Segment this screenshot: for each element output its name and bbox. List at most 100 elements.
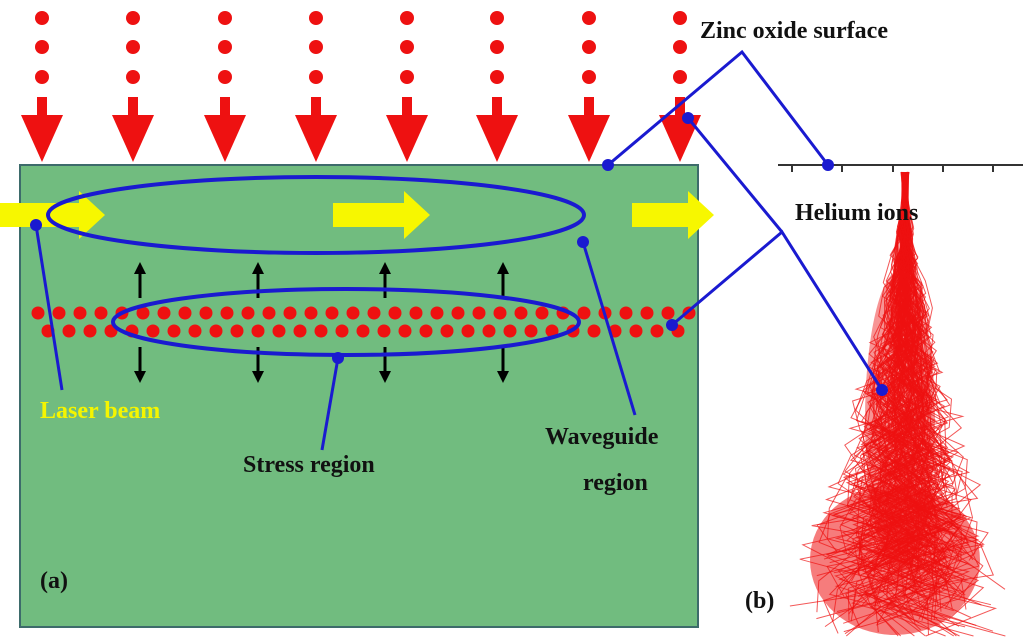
ion-dot [399,325,412,338]
ion-dot [35,70,49,84]
ion-dot [218,70,232,84]
arrow-shaft [584,97,594,115]
ion-plume [790,172,1006,636]
ion-dot [309,70,323,84]
ion-dot [452,307,465,320]
ion-dot [179,307,192,320]
ion-dot [536,307,549,320]
ion-dot [473,307,486,320]
helium-label: Helium ions [795,200,918,226]
ion-dot [357,325,370,338]
ion-dot [525,325,538,338]
ion-dot [305,307,318,320]
ion-dot [582,70,596,84]
ion-dot [35,11,49,25]
ion-dot [483,325,496,338]
panel-label: (b) [745,588,774,614]
ion-dot [641,307,654,320]
ion-dot [32,307,45,320]
ion-dot [158,307,171,320]
stress-label: Stress region [243,452,375,478]
ion-dot [490,11,504,25]
ion-dot [400,11,414,25]
ion-dot [673,11,687,25]
ion-dot [147,325,160,338]
ion-dot [126,40,140,54]
arrow-head [204,115,246,162]
arrow-head [112,115,154,162]
ion-dot [294,325,307,338]
figure: Zinc oxide surface Helium ions Laser bea… [0,0,1023,639]
ion-dot [673,70,687,84]
arrow-head [659,115,701,162]
ion-dot [231,325,244,338]
arrow-shaft [311,97,321,115]
ion-dot [315,325,328,338]
arrow-shaft [220,97,230,115]
ion-dot [582,40,596,54]
ion-cloud [865,270,935,570]
ion-dot [378,325,391,338]
ion-dot [263,307,276,320]
waveguide-label: Waveguide [545,424,659,450]
arrow-shaft [492,97,502,115]
ion-dot [126,11,140,25]
ion-dot [431,307,444,320]
ion-dot [441,325,454,338]
ion-dot [309,40,323,54]
ion-dot [326,307,339,320]
helium-arrows [21,11,701,162]
ion-dot [504,325,517,338]
ion-dot [347,307,360,320]
ion-dot [63,325,76,338]
ion-dot [189,325,202,338]
substrate [20,165,698,627]
arrow-head [21,115,63,162]
ion-dot [242,307,255,320]
laser-label: Laser beam [40,398,160,424]
waveguide-label: region [583,470,648,496]
ion-dot [494,307,507,320]
ion-dot [620,307,633,320]
ion-dot [252,325,265,338]
ion-dot [630,325,643,338]
ion-dot [651,325,664,338]
ion-dot [53,307,66,320]
zinc-oxide-label: Zinc oxide surface [700,18,888,44]
arrow-head [476,115,518,162]
arrow-shaft [128,97,138,115]
ion-dot [35,40,49,54]
ion-dot [284,307,297,320]
panel-label: (a) [40,568,68,594]
ion-dot [336,325,349,338]
ion-dot [126,70,140,84]
arrow-head [295,115,337,162]
ion-dot [368,307,381,320]
surface-axis [778,165,1023,172]
ion-dot [221,307,234,320]
ion-dot [84,325,97,338]
ion-dot [200,307,213,320]
ion-dot [218,40,232,54]
arrow-shaft [37,97,47,115]
ion-dot [515,307,528,320]
ion-dot [490,70,504,84]
ion-dot [218,11,232,25]
ion-dot [462,325,475,338]
ion-dot [389,307,402,320]
ion-dot [582,11,596,25]
ion-dot [273,325,286,338]
ion-dot [490,40,504,54]
ion-dot [309,11,323,25]
ion-dot [168,325,181,338]
ion-dot [74,307,87,320]
ion-dot [420,325,433,338]
ion-dot [588,325,601,338]
ion-dot [662,307,675,320]
ion-dot [210,325,223,338]
ion-dot [400,40,414,54]
arrow-head [386,115,428,162]
arrow-shaft [402,97,412,115]
arrow-head [568,115,610,162]
ion-dot [400,70,414,84]
